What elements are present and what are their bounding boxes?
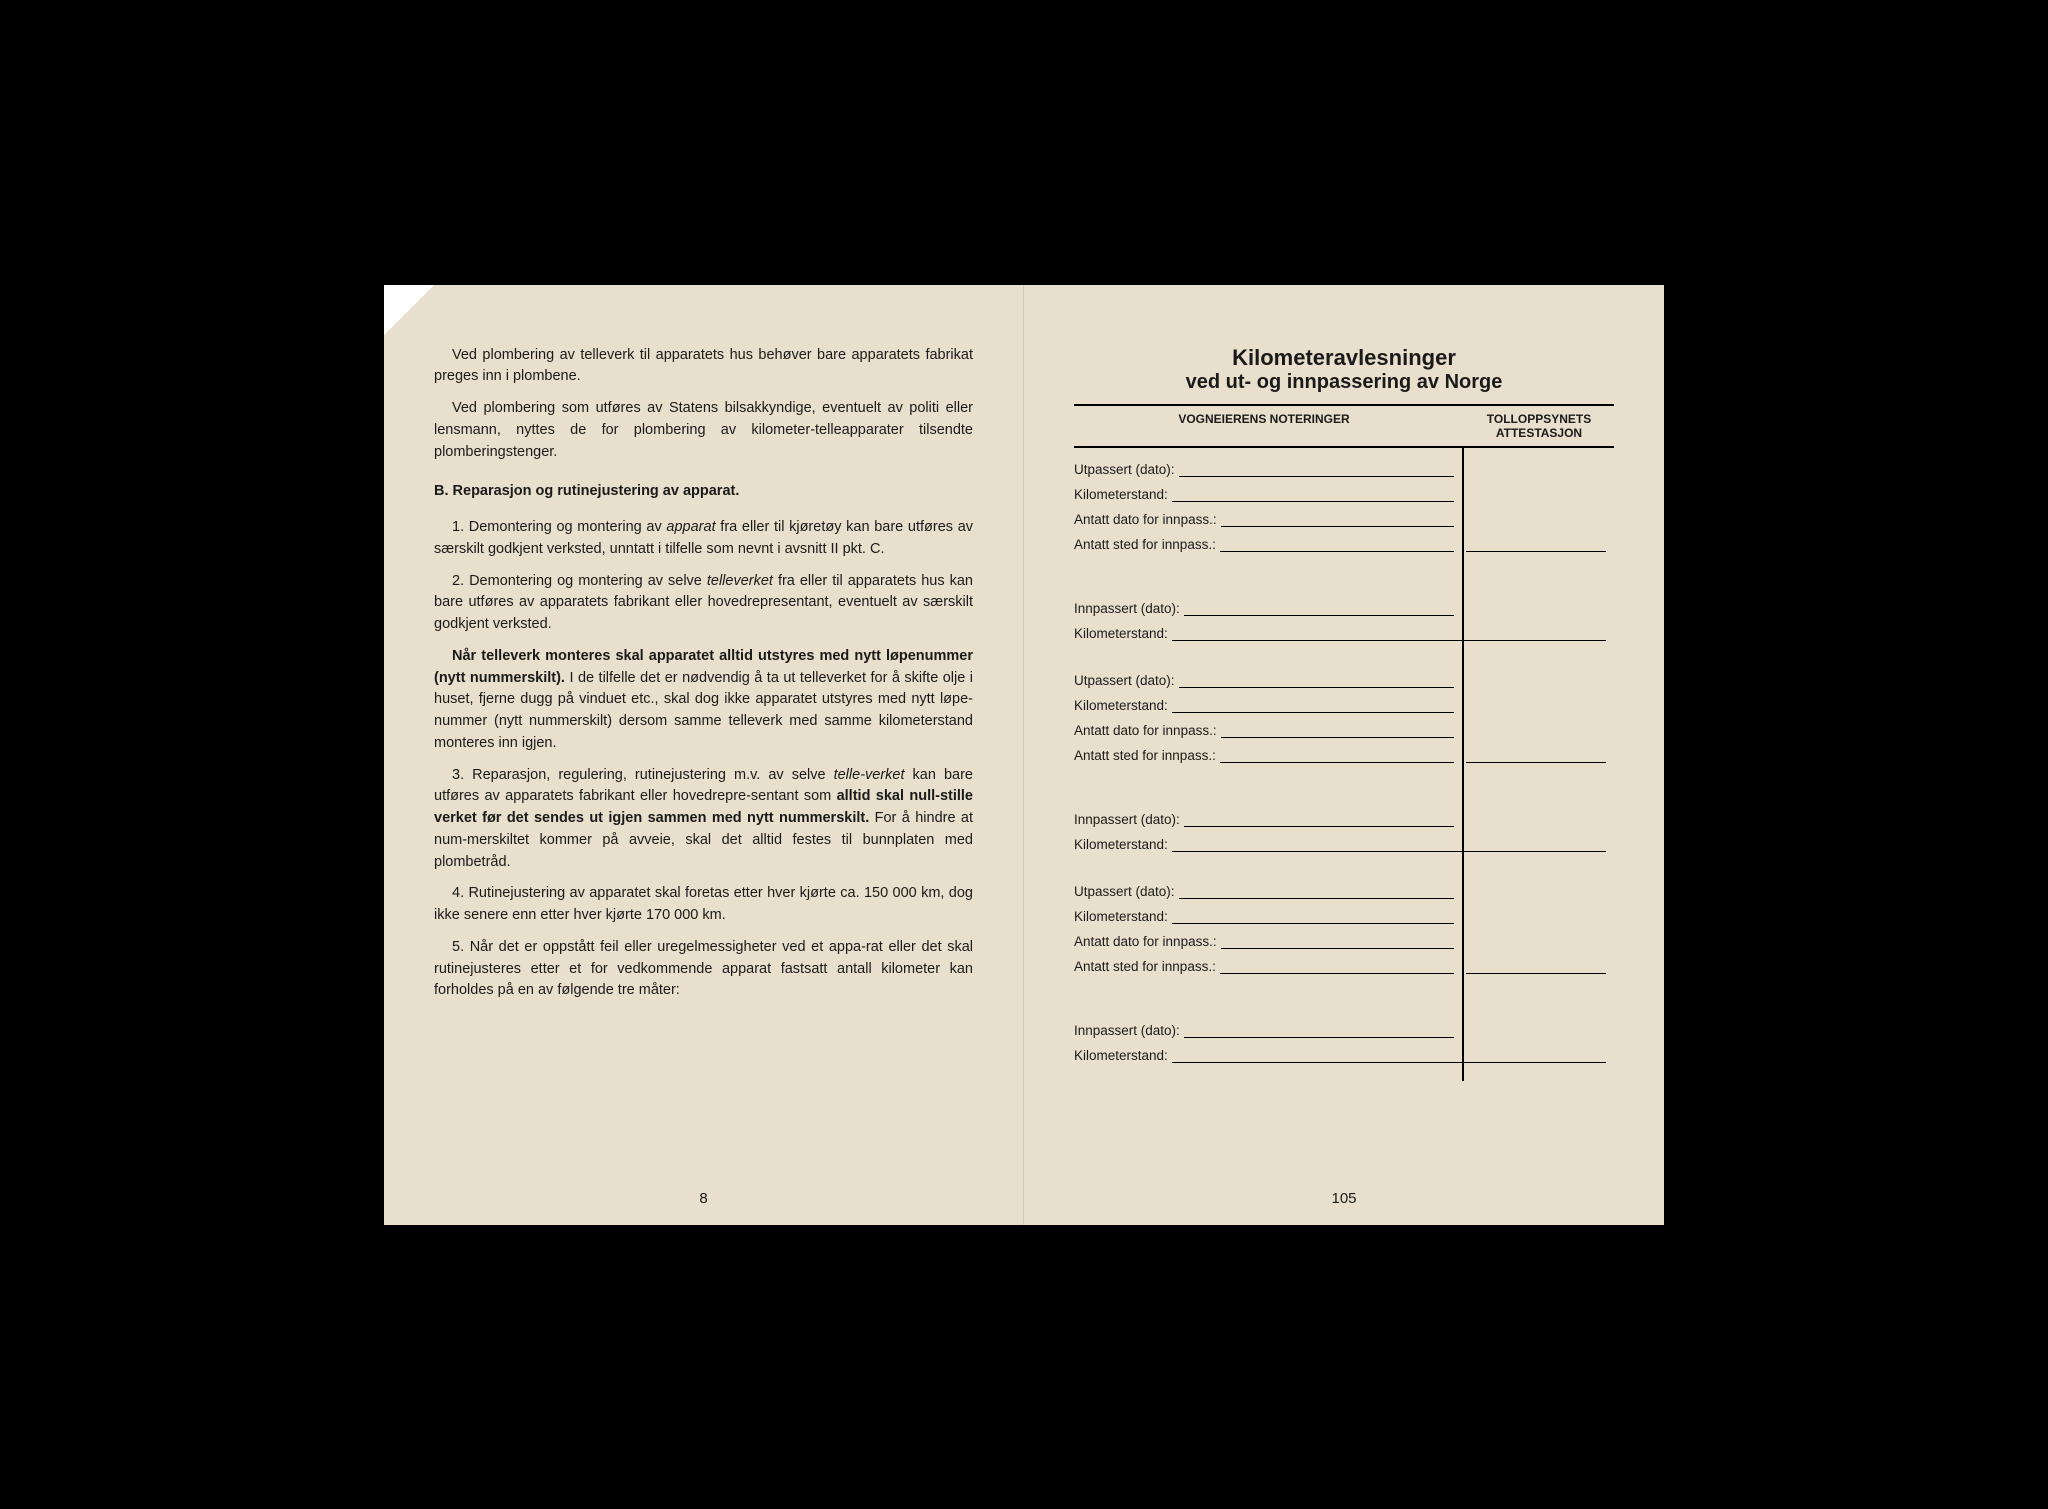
- line: [1184, 602, 1454, 616]
- form-block-2-in: Innpassert (dato): Kilometerstand:: [1074, 797, 1614, 870]
- document-spread: Ved plombering av telleverk til apparate…: [384, 285, 1664, 1225]
- line: [1172, 699, 1454, 713]
- item3-a: 3. Reparasjon, regulering, rutinejusteri…: [452, 767, 834, 783]
- col2b: ATTESTASJON: [1496, 426, 1582, 440]
- line: [1221, 935, 1454, 949]
- line: [1179, 674, 1454, 688]
- lbl-innpassert-2: Innpassert (dato):: [1074, 812, 1184, 827]
- item-1: 1. Demontering og montering av apparat f…: [434, 517, 973, 561]
- lbl-antsted-2: Antatt sted for innpass.:: [1074, 748, 1220, 763]
- lbl-antdato-1: Antatt dato for innpass.:: [1074, 512, 1221, 527]
- title-line-2: ved ut- og innpassering av Norge: [1074, 371, 1614, 394]
- item1-italic: apparat: [666, 519, 715, 535]
- line: [1172, 1049, 1606, 1063]
- line: [1220, 538, 1454, 552]
- section-b-header: B. Reparasjon og rutinejustering av appa…: [434, 481, 973, 503]
- line: [1172, 910, 1454, 924]
- lbl-km-3: Kilometerstand:: [1074, 909, 1172, 924]
- col2a: TOLLOPPSYNETS: [1487, 412, 1591, 426]
- table-header-row: VOGNEIERENS NOTERINGER TOLLOPPSYNETS ATT…: [1074, 406, 1614, 447]
- lbl-km-1: Kilometerstand:: [1074, 487, 1172, 502]
- form-block-3-out: Utpassert (dato): Kilometerstand: Antatt…: [1074, 870, 1614, 992]
- header-col-customs: TOLLOPPSYNETS ATTESTASJON: [1464, 412, 1614, 441]
- title-block: Kilometeravlesninger ved ut- og innpasse…: [1074, 345, 1614, 394]
- lbl-antdato-2: Antatt dato for innpass.:: [1074, 723, 1221, 738]
- line: [1184, 813, 1454, 827]
- item1-a: 1. Demontering og montering av: [452, 519, 666, 535]
- item-2: 2. Demontering og montering av selve tel…: [434, 571, 973, 636]
- line: [1172, 838, 1606, 852]
- header-col-owner: VOGNEIERENS NOTERINGER: [1074, 412, 1464, 441]
- lbl-antsted-1: Antatt sted for innpass.:: [1074, 537, 1220, 552]
- item-3: 3. Reparasjon, regulering, rutinejusteri…: [434, 765, 973, 874]
- lbl-km-3b: Kilometerstand:: [1074, 1048, 1172, 1063]
- body-text-left: Ved plombering av telleverk til apparate…: [434, 345, 973, 1003]
- line: [1179, 463, 1454, 477]
- page-left: Ved plombering av telleverk til apparate…: [384, 285, 1024, 1225]
- item-5: 5. Når det er oppstått feil eller uregel…: [434, 937, 973, 1002]
- line: [1220, 960, 1454, 974]
- page-number-left: 8: [699, 1190, 707, 1207]
- lbl-innpassert-3: Innpassert (dato):: [1074, 1023, 1184, 1038]
- lbl-innpassert-1: Innpassert (dato):: [1074, 601, 1184, 616]
- line: [1172, 488, 1454, 502]
- lbl-utpassert-1: Utpassert (dato):: [1074, 462, 1179, 477]
- lbl-utpassert-2: Utpassert (dato):: [1074, 673, 1179, 688]
- item-4: 4. Rutinejustering av apparatet skal for…: [434, 883, 973, 927]
- line: [1172, 627, 1606, 641]
- form-area: Utpassert (dato): Kilometerstand: Antatt…: [1074, 446, 1614, 1081]
- lbl-utpassert-3: Utpassert (dato):: [1074, 884, 1179, 899]
- lbl-km-2b: Kilometerstand:: [1074, 837, 1172, 852]
- form-block-1-in: Innpassert (dato): Kilometerstand:: [1074, 586, 1614, 659]
- line: [1221, 724, 1454, 738]
- page-number-right: 105: [1331, 1190, 1356, 1207]
- item3-italic: telle-verket: [834, 767, 905, 783]
- lbl-km-1b: Kilometerstand:: [1074, 626, 1172, 641]
- form-block-1-out: Utpassert (dato): Kilometerstand: Antatt…: [1074, 448, 1614, 570]
- para-2: Ved plombering som utføres av Statens bi…: [434, 398, 973, 463]
- form-block-3-in: Innpassert (dato): Kilometerstand:: [1074, 1008, 1614, 1081]
- lbl-antsted-3: Antatt sted for innpass.:: [1074, 959, 1220, 974]
- item2-a: 2. Demontering og montering av selve: [452, 573, 707, 589]
- lbl-antdato-3: Antatt dato for innpass.:: [1074, 934, 1221, 949]
- line: [1184, 1024, 1454, 1038]
- item2-italic: telleverket: [707, 573, 773, 589]
- para-1: Ved plombering av telleverk til apparate…: [434, 345, 973, 389]
- line: [1220, 749, 1454, 763]
- page-right: Kilometeravlesninger ved ut- og innpasse…: [1024, 285, 1664, 1225]
- title-line-1: Kilometeravlesninger: [1074, 345, 1614, 371]
- line: [1179, 885, 1454, 899]
- lbl-km-2: Kilometerstand:: [1074, 698, 1172, 713]
- line: [1221, 513, 1454, 527]
- item-2c: Når telleverk monteres skal apparatet al…: [434, 646, 973, 755]
- form-block-2-out: Utpassert (dato): Kilometerstand: Antatt…: [1074, 659, 1614, 781]
